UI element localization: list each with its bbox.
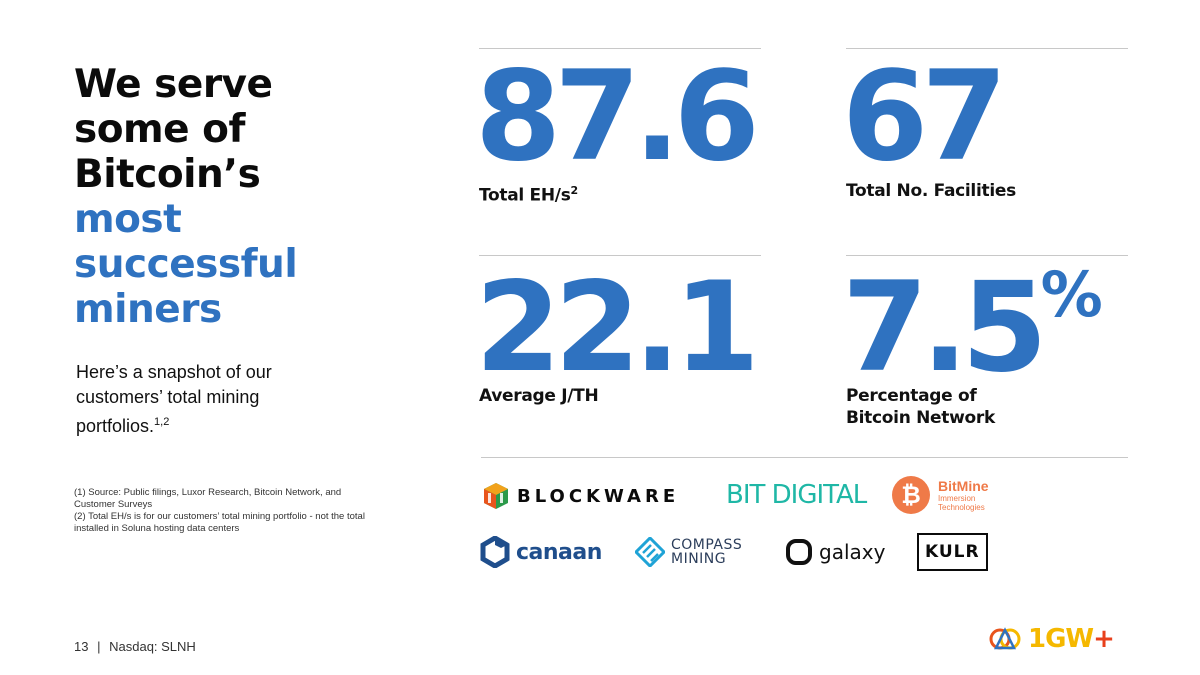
stat-value-wrap: 7.5%	[842, 264, 1103, 391]
brand-logo: 1GW+	[988, 624, 1115, 654]
stat-label-line-2: Bitcoin Network	[846, 408, 995, 428]
compass-wordmark: COMPASS MINING	[671, 538, 742, 566]
footnote-1: (1) Source: Public filings, Luxor Resear…	[74, 487, 342, 510]
stat-label: Average J/TH	[479, 386, 599, 406]
stat-value: 7.5	[842, 256, 1048, 400]
headline-line-4: most	[74, 197, 182, 242]
page-headline: We serve some of Bitcoin’s most successf…	[74, 62, 404, 332]
bitmine-logo: ₿ BitMine Immersion Technologies	[892, 476, 989, 514]
brand-plus: +	[1093, 624, 1115, 654]
galaxy-wordmark: galaxy	[819, 540, 886, 564]
stat-value: 22.1	[475, 256, 760, 400]
bitcoin-icon: ₿	[892, 476, 930, 514]
stat-label: Total EH/s2	[479, 180, 578, 207]
intro-paragraph: Here’s a snapshot of our customers’ tota…	[76, 360, 336, 439]
footer-separator: |	[97, 639, 101, 654]
page-number: 13	[74, 639, 89, 654]
footnotes: (1) Source: Public filings, Luxor Resear…	[74, 487, 374, 535]
bitdigital-logo: BIT DIGITAL	[726, 480, 867, 510]
stat-average-jth: 22.1 Average J/TH	[475, 255, 761, 406]
stat-network-percentage: 7.5% Percentage of Bitcoin Network	[842, 255, 1128, 436]
bitmine-tagline-1: Immersion	[938, 493, 976, 503]
canaan-logo: canaan	[480, 536, 602, 568]
blockware-mark-icon	[484, 483, 508, 509]
compass-wordmark-line-1: COMPASS	[671, 537, 743, 553]
compass-mining-logo: COMPASS MINING	[635, 537, 742, 567]
galaxy-mark-icon	[786, 539, 812, 565]
canaan-wordmark: canaan	[516, 539, 602, 565]
intro-footnote-refs: 1,2	[154, 416, 170, 428]
bitmine-text: BitMine Immersion Technologies	[938, 477, 989, 512]
stat-total-facilities: 67 Total No. Facilities	[842, 48, 1128, 201]
galaxy-logo: galaxy	[785, 538, 885, 566]
stat-value: 67	[842, 45, 1008, 189]
brand-mark-icon	[989, 627, 1021, 650]
percent-sign: %	[1040, 258, 1103, 331]
stat-footnote-ref: 2	[570, 184, 579, 197]
headline-line-5: successful	[74, 242, 298, 287]
compass-icon	[635, 537, 665, 567]
headline-line-1: We serve	[74, 62, 273, 107]
stat-label-line-1: Percentage of	[846, 386, 977, 406]
page-footer: 13 | Nasdaq: SLNH	[74, 639, 196, 654]
headline-line-6: miners	[74, 287, 222, 332]
intro-text: Here’s a snapshot of our customers’ tota…	[76, 362, 272, 436]
stat-label: Percentage of Bitcoin Network	[846, 385, 995, 429]
blockware-wordmark: BLOCKWARE	[517, 485, 680, 507]
stat-label: Total No. Facilities	[846, 181, 1016, 201]
stat-total-ehs: 87.6 Total EH/s2	[475, 48, 761, 206]
logos-divider	[481, 457, 1128, 458]
ticker-label: Nasdaq: SLNH	[109, 639, 196, 654]
bitmine-wordmark: BitMine	[938, 477, 989, 494]
footnote-2: (2) Total EH/s is for our customers’ tot…	[74, 511, 365, 534]
kulr-wordmark: KULR	[917, 533, 988, 571]
headline-line-3: Bitcoin’s	[74, 152, 261, 197]
brand-wordmark: 1GW+	[1028, 624, 1115, 654]
headline-line-2: some of	[74, 107, 245, 152]
stat-label-text: Total EH/s	[479, 185, 571, 206]
kulr-logo: KULR	[917, 533, 988, 571]
brand-wordmark-text: 1GW	[1028, 624, 1094, 654]
bitmine-tagline-2: Technologies	[938, 502, 985, 512]
compass-wordmark-line-2: MINING	[671, 551, 727, 567]
bitdigital-wordmark: BIT DIGITAL	[726, 480, 867, 510]
canaan-hexagon-icon	[480, 536, 510, 568]
stat-value: 87.6	[475, 45, 760, 189]
blockware-logo: BLOCKWARE	[483, 482, 679, 510]
